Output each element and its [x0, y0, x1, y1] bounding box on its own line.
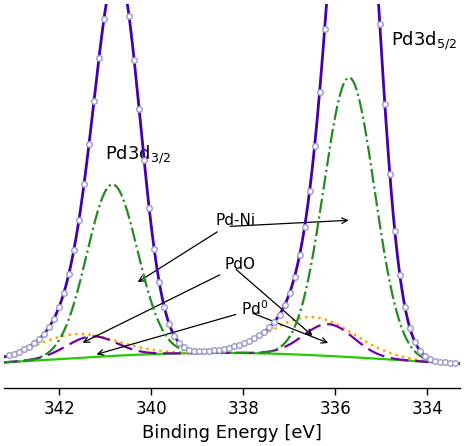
- Text: Pd$^0$: Pd$^0$: [98, 300, 268, 355]
- Text: Pd3d$_{3/2}$: Pd3d$_{3/2}$: [105, 144, 171, 166]
- Text: Pd-Ni: Pd-Ni: [139, 213, 256, 281]
- X-axis label: Binding Energy [eV]: Binding Energy [eV]: [142, 424, 322, 442]
- Text: Pd3d$_{5/2}$: Pd3d$_{5/2}$: [391, 29, 456, 52]
- Text: PdO: PdO: [84, 257, 256, 342]
